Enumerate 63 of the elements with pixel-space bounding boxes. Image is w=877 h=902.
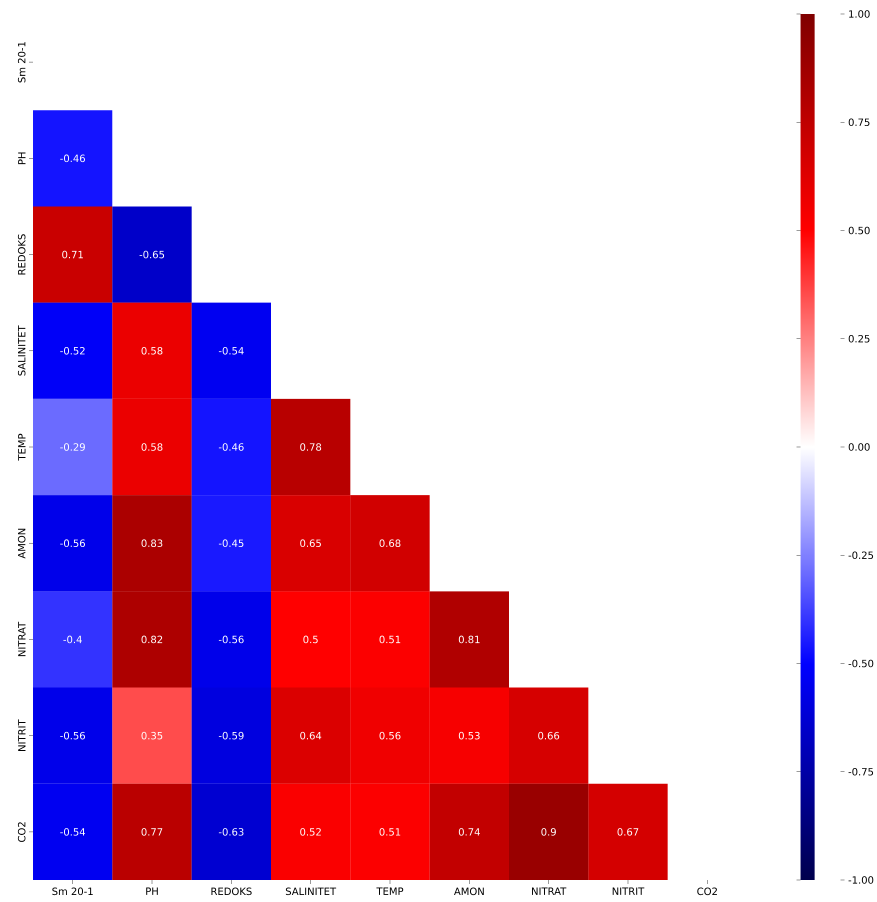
y-tick-label: REDOKS bbox=[18, 234, 26, 274]
data-label: 0.56 bbox=[380, 732, 401, 740]
color-bar-label: 1.00 bbox=[849, 10, 870, 18]
data-label: -0.59 bbox=[218, 732, 244, 740]
data-label: -0.45 bbox=[218, 539, 244, 548]
data-label: 0.71 bbox=[62, 250, 83, 258]
x-tick-label: Sm 20-1 bbox=[52, 888, 93, 896]
data-label: -0.54 bbox=[60, 828, 86, 836]
x-tick-label: TEMP bbox=[376, 888, 404, 895]
y-tick-label: CO2 bbox=[18, 822, 26, 842]
color-bar-label: -0.75 bbox=[848, 768, 874, 776]
color-bar-label: 0.50 bbox=[848, 226, 870, 234]
color-bar-label: 0.25 bbox=[848, 334, 870, 343]
data-label: 0.53 bbox=[458, 732, 480, 740]
data-label: 0.74 bbox=[458, 828, 480, 836]
data-label: 0.67 bbox=[618, 828, 638, 836]
color-bar-label: 0.00 bbox=[848, 443, 870, 451]
data-label: -0.56 bbox=[218, 636, 244, 644]
data-label: -0.46 bbox=[218, 443, 244, 451]
data-label: 0.66 bbox=[538, 732, 560, 740]
data-label: 0.58 bbox=[142, 443, 162, 451]
x-tick-label: NITRIT bbox=[612, 888, 644, 895]
y-tick-label: NITRAT bbox=[18, 622, 26, 656]
data-label: -0.52 bbox=[60, 346, 85, 355]
x-tick-label: PH bbox=[146, 888, 158, 895]
data-label: 0.65 bbox=[300, 539, 321, 548]
data-label: 0.81 bbox=[458, 636, 480, 644]
data-label: 0.5 bbox=[303, 636, 318, 644]
data-label: 0.82 bbox=[142, 636, 162, 644]
data-label: -0.65 bbox=[140, 250, 164, 258]
y-tick-label: Sm 20-1 bbox=[18, 42, 26, 82]
data-label: 0.77 bbox=[142, 828, 162, 836]
data-label: 0.78 bbox=[300, 443, 322, 451]
color-bar-label: -1.00 bbox=[848, 876, 874, 884]
data-label: 0.9 bbox=[541, 828, 556, 836]
data-label: 0.58 bbox=[142, 346, 162, 355]
x-tick-label: AMON bbox=[454, 888, 484, 896]
data-label: -0.56 bbox=[60, 539, 85, 548]
data-label: 0.51 bbox=[380, 636, 400, 644]
data-label: -0.4 bbox=[63, 636, 82, 644]
data-label: -0.56 bbox=[60, 732, 85, 740]
y-tick-label: NITRIT bbox=[18, 719, 26, 751]
data-label: 0.68 bbox=[380, 539, 400, 548]
color-bar-label: 0.75 bbox=[848, 118, 870, 126]
data-label: 0.52 bbox=[300, 828, 321, 836]
y-tick-label: AMON bbox=[18, 528, 26, 559]
color-bar-label: -0.50 bbox=[848, 660, 874, 668]
data-label: -0.46 bbox=[60, 154, 85, 162]
data-label: 0.64 bbox=[300, 732, 322, 740]
x-tick-label: REDOKS bbox=[211, 888, 252, 896]
data-label: -0.29 bbox=[60, 443, 85, 451]
y-tick-label: PH bbox=[18, 152, 26, 164]
x-tick-label: CO2 bbox=[697, 888, 717, 896]
color-bar-label: -0.25 bbox=[848, 551, 874, 560]
data-label: 0.51 bbox=[380, 828, 400, 836]
data-label: 0.83 bbox=[142, 539, 162, 548]
data-label: -0.63 bbox=[218, 828, 244, 836]
data-label: 0.35 bbox=[142, 732, 162, 740]
data-label: -0.54 bbox=[218, 346, 244, 355]
x-tick-label: SALINITET bbox=[286, 888, 336, 896]
x-tick-label: NITRAT bbox=[532, 888, 566, 895]
y-tick-label: SALINITET bbox=[18, 325, 26, 376]
y-tick-label: TEMP bbox=[18, 434, 26, 461]
